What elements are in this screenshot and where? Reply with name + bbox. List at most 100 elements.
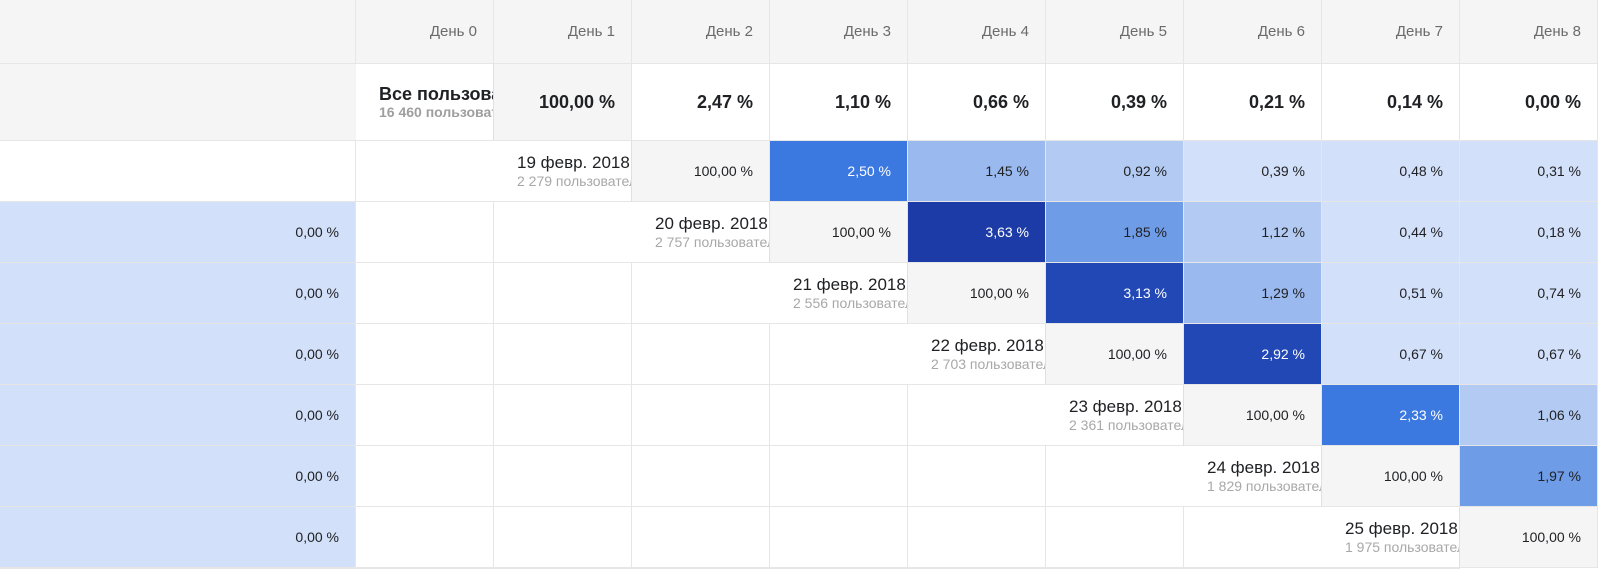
row-overflow-cell bbox=[494, 202, 632, 263]
retention-cell[interactable]: 1,29 % bbox=[1184, 263, 1322, 324]
cohort-users: 2 279 пользователей bbox=[517, 172, 631, 189]
retention-cell[interactable]: 100,00 % bbox=[770, 202, 908, 263]
retention-cell[interactable]: 2,50 % bbox=[770, 141, 908, 202]
empty-cell bbox=[632, 324, 770, 385]
empty-cell bbox=[770, 385, 908, 446]
cohort-date: 24 февр. 2018 г. bbox=[1207, 457, 1322, 477]
all-users-count: 16 460 пользователей bbox=[379, 103, 493, 120]
empty-cell bbox=[770, 507, 908, 568]
retention-cell[interactable]: 100,00 % bbox=[1184, 385, 1322, 446]
cohort-users: 1 829 пользователей bbox=[1207, 477, 1321, 494]
retention-cell[interactable]: 0,00 % bbox=[0, 385, 356, 446]
retention-cell[interactable]: 100,00 % bbox=[632, 141, 770, 202]
column-header-day-4[interactable]: День 4 bbox=[908, 0, 1046, 64]
retention-cell[interactable]: 100,00 % bbox=[1460, 507, 1598, 568]
retention-cell[interactable]: 0,00 % bbox=[0, 324, 356, 385]
header-corner bbox=[0, 0, 356, 64]
retention-cell[interactable]: 100,00 % bbox=[908, 263, 1046, 324]
column-header-day-2[interactable]: День 2 bbox=[632, 0, 770, 64]
cohort-users: 2 703 пользователя bbox=[931, 355, 1046, 372]
retention-cell[interactable]: 0,67 % bbox=[1460, 324, 1598, 385]
retention-cell[interactable]: 1,45 % bbox=[908, 141, 1046, 202]
retention-cell[interactable]: 0,18 % bbox=[1460, 202, 1598, 263]
column-header-day-8[interactable]: День 8 bbox=[1460, 0, 1598, 64]
retention-cell[interactable]: 0,00 % bbox=[0, 507, 356, 568]
total-value-day-1: 2,47 % bbox=[632, 64, 770, 141]
empty-cell bbox=[1046, 507, 1184, 568]
row-overflow-cell bbox=[908, 385, 1046, 446]
empty-cell bbox=[494, 263, 632, 324]
empty-cell bbox=[356, 385, 494, 446]
column-header-day-0[interactable]: День 0 bbox=[356, 0, 494, 64]
retention-cell[interactable]: 0,00 % bbox=[0, 202, 356, 263]
retention-cell[interactable]: 2,92 % bbox=[1184, 324, 1322, 385]
retention-cell[interactable]: 0,31 % bbox=[1460, 141, 1598, 202]
cohort-date: 21 февр. 2018 г. bbox=[793, 274, 908, 294]
cohort-users: 1 975 пользователей bbox=[1345, 538, 1459, 555]
empty-cell bbox=[356, 324, 494, 385]
empty-cell bbox=[770, 446, 908, 507]
cohort-users: 2 361 пользователь bbox=[1069, 416, 1184, 433]
column-header-day-5[interactable]: День 5 bbox=[1046, 0, 1184, 64]
total-overflow-cell bbox=[356, 141, 494, 202]
empty-cell bbox=[908, 507, 1046, 568]
row-overflow-cell bbox=[770, 324, 908, 385]
column-header-day-7[interactable]: День 7 bbox=[1322, 0, 1460, 64]
cohort-label: 24 февр. 2018 г.1 829 пользователей bbox=[1184, 446, 1322, 507]
cohort-date: 19 февр. 2018 г. bbox=[517, 152, 632, 172]
retention-cell[interactable]: 0,44 % bbox=[1322, 202, 1460, 263]
retention-cell[interactable]: 0,67 % bbox=[1322, 324, 1460, 385]
retention-cell[interactable]: 3,13 % bbox=[1046, 263, 1184, 324]
retention-cell[interactable]: 1,97 % bbox=[1460, 446, 1598, 507]
row-overflow-cell bbox=[1184, 507, 1322, 568]
total-value-day-0: 100,00 % bbox=[494, 64, 632, 141]
retention-cell[interactable]: 1,12 % bbox=[1184, 202, 1322, 263]
cohort-users: 2 757 пользователей bbox=[655, 233, 769, 250]
cohort-date: 25 февр. 2018 г. bbox=[1345, 518, 1460, 538]
column-header-day-3[interactable]: День 3 bbox=[770, 0, 908, 64]
empty-cell bbox=[494, 507, 632, 568]
empty-cell bbox=[908, 446, 1046, 507]
empty-cell bbox=[356, 263, 494, 324]
total-value-day-6: 0,14 % bbox=[1322, 64, 1460, 141]
cohort-label: 25 февр. 2018 г.1 975 пользователей bbox=[1322, 507, 1460, 568]
retention-cell[interactable]: 3,63 % bbox=[908, 202, 1046, 263]
retention-cell[interactable]: 0,39 % bbox=[1184, 141, 1322, 202]
retention-cell[interactable]: 2,33 % bbox=[1322, 385, 1460, 446]
cohort-label: 23 февр. 2018 г. 2 361 пользователь bbox=[1046, 385, 1184, 446]
empty-cell bbox=[494, 446, 632, 507]
retention-cell[interactable]: 0,92 % bbox=[1046, 141, 1184, 202]
empty-cell bbox=[356, 507, 494, 568]
retention-cell[interactable]: 100,00 % bbox=[1322, 446, 1460, 507]
retention-cell[interactable]: 1,06 % bbox=[1460, 385, 1598, 446]
retention-cell[interactable]: 100,00 % bbox=[1046, 324, 1184, 385]
all-users-label: Все пользователи16 460 пользователей bbox=[356, 64, 494, 141]
column-header-day-1[interactable]: День 1 bbox=[494, 0, 632, 64]
retention-cell[interactable]: 0,00 % bbox=[0, 446, 356, 507]
total-value-day-3: 0,66 % bbox=[908, 64, 1046, 141]
all-users-title: Все пользователи bbox=[379, 83, 493, 104]
total-value-day-7: 0,00 % bbox=[1460, 64, 1598, 141]
total-value-day-8 bbox=[0, 141, 356, 202]
retention-cell[interactable]: 0,74 % bbox=[1460, 263, 1598, 324]
column-header-day-6[interactable]: День 6 bbox=[1184, 0, 1322, 64]
retention-cell[interactable]: 0,00 % bbox=[0, 263, 356, 324]
empty-cell bbox=[632, 446, 770, 507]
cohort-label: 20 февр. 2018 г.2 757 пользователей bbox=[632, 202, 770, 263]
cohort-users: 2 556 пользователей bbox=[793, 294, 907, 311]
cohort-date: 22 февр. 2018 г. bbox=[931, 335, 1046, 355]
total-value-day-2: 1,10 % bbox=[770, 64, 908, 141]
cohort-date: 20 февр. 2018 г. bbox=[655, 213, 770, 233]
empty-cell bbox=[494, 385, 632, 446]
retention-cell[interactable]: 1,85 % bbox=[1046, 202, 1184, 263]
empty-cell bbox=[356, 446, 494, 507]
row-overflow-cell bbox=[632, 263, 770, 324]
cohort-label: 19 февр. 2018 г.2 279 пользователей bbox=[494, 141, 632, 202]
retention-cell[interactable]: 0,48 % bbox=[1322, 141, 1460, 202]
empty-cell bbox=[356, 202, 494, 263]
empty-cell bbox=[632, 507, 770, 568]
retention-cell[interactable]: 0,51 % bbox=[1322, 263, 1460, 324]
total-value-day-4: 0,39 % bbox=[1046, 64, 1184, 141]
total-value-day-5: 0,21 % bbox=[1184, 64, 1322, 141]
